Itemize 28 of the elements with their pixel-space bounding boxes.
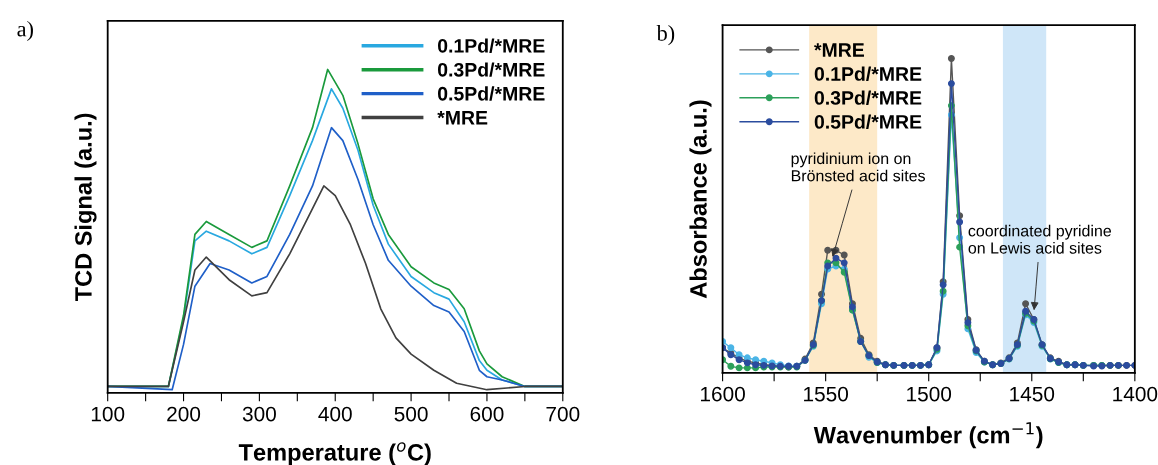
legend-label: 0.5Pd/*MRE xyxy=(438,86,545,101)
x-tick-label: 700 xyxy=(546,406,580,422)
x-axis-title: Temperature ($^{o}$C) xyxy=(238,442,431,465)
annotation: pyridinium ion on Brönsted acid sites xyxy=(791,152,925,182)
y-axis-title: Absorbance (a.u.) xyxy=(689,100,712,299)
x-tick-label: 1600 xyxy=(701,386,745,402)
legend-label: *MRE xyxy=(437,111,488,125)
legend-label: 0.1Pd/*MRE xyxy=(438,38,545,53)
x-tick-label: 500 xyxy=(394,406,428,422)
legend-label: 0.5Pd/*MRE xyxy=(814,114,922,129)
x-tick-label: 100 xyxy=(91,406,125,422)
chart-title: b) xyxy=(656,25,675,46)
chart-title: a) xyxy=(17,20,33,42)
x-axis-title: Wavenumber (cm$^{−1}$) xyxy=(813,422,1043,449)
x-tick-label: 400 xyxy=(318,406,352,422)
x-tick-label: 1400 xyxy=(1113,386,1158,402)
legend-label: *MRE xyxy=(814,43,864,57)
x-tick-label: 600 xyxy=(470,406,504,422)
x-tick-label: 1500 xyxy=(907,386,952,402)
legend-label: 0.3Pd/*MRE xyxy=(438,62,545,77)
annotation: coordinated pyridine on Lewis acid sites xyxy=(968,224,1112,254)
x-tick-label: 300 xyxy=(242,406,276,422)
legend-label: 0.3Pd/*MRE xyxy=(814,90,922,106)
y-axis-title: TCD Signal (a.u.) xyxy=(74,113,97,302)
legend-label: 0.1Pd/*MRE xyxy=(814,66,922,82)
x-tick-label: 200 xyxy=(167,406,201,422)
x-tick-label: 1450 xyxy=(1010,386,1055,402)
x-tick-label: 1550 xyxy=(804,386,849,402)
